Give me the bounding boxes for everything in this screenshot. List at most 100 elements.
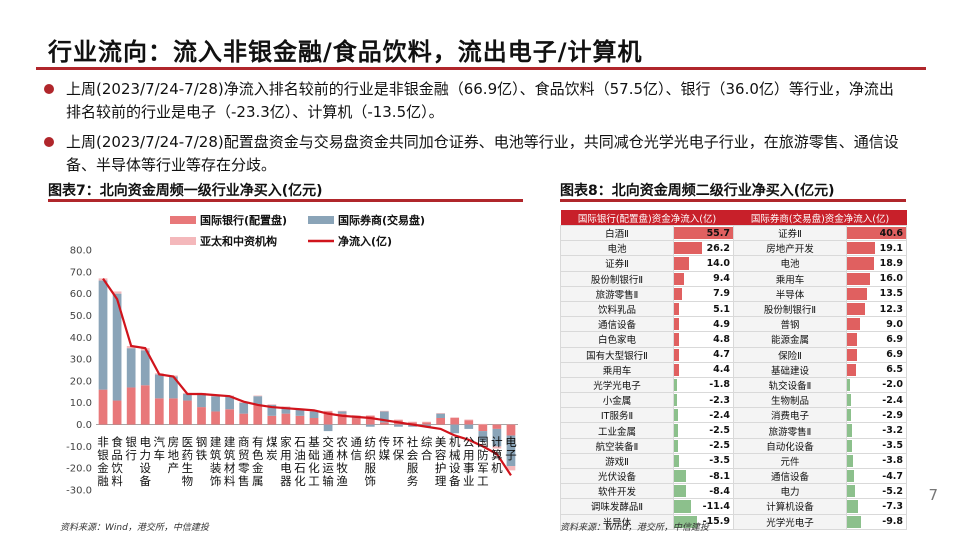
net-flow-value-cell: 14.0 bbox=[672, 255, 735, 272]
value-databar bbox=[847, 333, 858, 346]
x-tick-char: 计 bbox=[491, 435, 503, 449]
bar-other-机械设备 bbox=[450, 417, 460, 418]
x-tick-char: 石 bbox=[294, 435, 306, 449]
bar-allocation-基础化工 bbox=[309, 418, 319, 425]
x-tick-char: 机 bbox=[491, 461, 503, 475]
x-tick-label-钢铁: 钢铁 bbox=[196, 435, 208, 462]
bar-allocation-美容护理 bbox=[436, 418, 445, 425]
value-text: -9.8 bbox=[882, 516, 904, 528]
bar-allocation-通信 bbox=[351, 418, 361, 425]
value-text: 55.7 bbox=[706, 227, 731, 239]
net-flow-value-cell: -3.5 bbox=[672, 452, 735, 470]
bar-allocation-房地产 bbox=[169, 398, 178, 425]
page-number: 7 bbox=[928, 486, 938, 504]
value-text: 14.0 bbox=[706, 257, 731, 269]
legend-label: 国际券商(交易盘) bbox=[338, 213, 425, 227]
x-tick-char: 物 bbox=[182, 474, 194, 488]
bar-trading-电力设备 bbox=[140, 350, 150, 386]
x-tick-char: 运 bbox=[322, 461, 334, 475]
value-databar bbox=[674, 272, 684, 285]
table-row: 证券Ⅱ 14.0 电池 18.9 bbox=[560, 255, 908, 272]
value-text: 9.4 bbox=[713, 273, 731, 285]
bar-allocation-建筑材料 bbox=[225, 409, 234, 425]
x-tick-char: 社 bbox=[407, 435, 419, 449]
x-tick-char: 织 bbox=[365, 448, 377, 462]
bar-other-国防军工 bbox=[478, 423, 488, 425]
industry-name-cell: 游戏Ⅱ bbox=[560, 452, 674, 470]
x-tick-char: 钢 bbox=[196, 435, 208, 449]
net-flow-value-cell: 6.9 bbox=[846, 331, 908, 348]
bar-trading-食品饮料 bbox=[112, 293, 122, 401]
x-tick-char: 输 bbox=[322, 474, 334, 488]
industry-name-cell: 饮料乳品 bbox=[560, 300, 674, 318]
x-tick-char: 炭 bbox=[266, 448, 278, 462]
industry-name-cell: 乘用车 bbox=[733, 270, 848, 287]
net-flow-value-cell: -1.8 bbox=[672, 376, 735, 394]
industry-name-cell: 小金属 bbox=[560, 392, 674, 409]
industry-name-cell: 通信设备 bbox=[733, 467, 848, 485]
bar-allocation-汽车 bbox=[154, 398, 164, 425]
value-text: -11.4 bbox=[702, 500, 731, 512]
value-text: 6.9 bbox=[886, 349, 904, 361]
x-tick-char: 合 bbox=[421, 448, 433, 462]
industry-name-cell: 调味发酵品Ⅱ bbox=[560, 498, 674, 515]
x-tick-char: 保 bbox=[393, 448, 405, 462]
bar-allocation-电子 bbox=[506, 424, 516, 436]
value-databar bbox=[847, 424, 852, 437]
bar-allocation-煤炭 bbox=[267, 415, 277, 425]
y-tick-label: 60.0 bbox=[70, 289, 92, 300]
legend-swatch bbox=[308, 216, 334, 224]
y-tick-label: 80.0 bbox=[70, 246, 92, 257]
value-text: -8.4 bbox=[709, 485, 731, 497]
value-databar bbox=[674, 470, 686, 483]
value-text: -2.0 bbox=[882, 379, 904, 391]
bar-trading-纺织服饰 bbox=[365, 424, 375, 427]
x-tick-char: 有 bbox=[252, 435, 264, 449]
x-tick-char: 子 bbox=[505, 448, 517, 462]
bar-allocation-国防军工 bbox=[478, 424, 488, 432]
bar-allocation-建筑装饰 bbox=[211, 411, 220, 425]
value-text: -2.3 bbox=[709, 394, 731, 406]
industry-name-cell: 轨交设备Ⅱ bbox=[733, 376, 848, 394]
table-row: 调味发酵品Ⅱ -11.4 计算机设备 -7.3 bbox=[560, 498, 908, 515]
table-header-allocation: 国际银行(配置盘)资金净流入(亿) bbox=[560, 210, 734, 226]
net-flow-value-cell: -11.4 bbox=[672, 498, 735, 515]
net-flow-value-cell: -2.0 bbox=[846, 376, 908, 394]
industry-flow-table: 国际银行(配置盘)资金净流入(亿) 国际券商(交易盘)资金净流入(亿) 白酒Ⅱ 5… bbox=[560, 210, 908, 530]
bar-trading-建筑材料 bbox=[225, 396, 234, 410]
net-flow-value-cell: 4.9 bbox=[672, 316, 735, 333]
bullet-dot-icon bbox=[44, 84, 54, 94]
bar-allocation-计算机 bbox=[492, 424, 502, 429]
value-databar bbox=[674, 242, 702, 255]
industry-name-cell: 白酒Ⅱ bbox=[560, 224, 674, 242]
y-axis: 80.0 70.0 60.0 50.0 40.0 30.0 20.0 10.0 0.0 -10.0… bbox=[66, 246, 518, 497]
bar-other-电子 bbox=[506, 466, 516, 471]
bullet-dot-icon bbox=[44, 137, 54, 147]
industry-name-cell: 普钢 bbox=[733, 316, 848, 333]
x-tick-char: 设 bbox=[139, 461, 151, 475]
y-tick-label: 70.0 bbox=[70, 267, 92, 278]
x-tick-label-房地产: 房地产 bbox=[168, 435, 180, 475]
x-tick-char: 农 bbox=[336, 435, 348, 449]
bar-trading-环保 bbox=[394, 424, 403, 427]
table-row: 电池 26.2 房地产开发 19.1 bbox=[560, 240, 908, 257]
legend-item-3: 净流入(亿) bbox=[308, 234, 392, 248]
bar-series bbox=[98, 278, 516, 471]
x-tick-char: 行 bbox=[125, 448, 136, 462]
industry-name-cell: 软件开发 bbox=[560, 483, 674, 500]
industry-name-cell: 消费电子 bbox=[733, 407, 848, 424]
x-tick-char: 石 bbox=[294, 461, 306, 475]
x-tick-char: 务 bbox=[407, 474, 419, 488]
bar-other-公用事业 bbox=[464, 419, 474, 421]
x-tick-label-电子: 电子 bbox=[505, 435, 517, 462]
value-databar bbox=[674, 348, 679, 361]
bar-other-通信 bbox=[351, 415, 361, 416]
x-tick-char: 工 bbox=[308, 474, 320, 488]
x-axis: 非银金融食品饮料银行电力设备汽车房地产医药生物钢铁建筑装饰建筑材料商贸零售有色金… bbox=[97, 435, 517, 488]
table-header-trading: 国际券商(交易盘)资金净流入(亿) bbox=[733, 210, 907, 226]
x-tick-char: 装 bbox=[210, 461, 222, 475]
bar-trading-煤炭 bbox=[267, 404, 277, 416]
x-tick-char: 械 bbox=[449, 448, 461, 462]
